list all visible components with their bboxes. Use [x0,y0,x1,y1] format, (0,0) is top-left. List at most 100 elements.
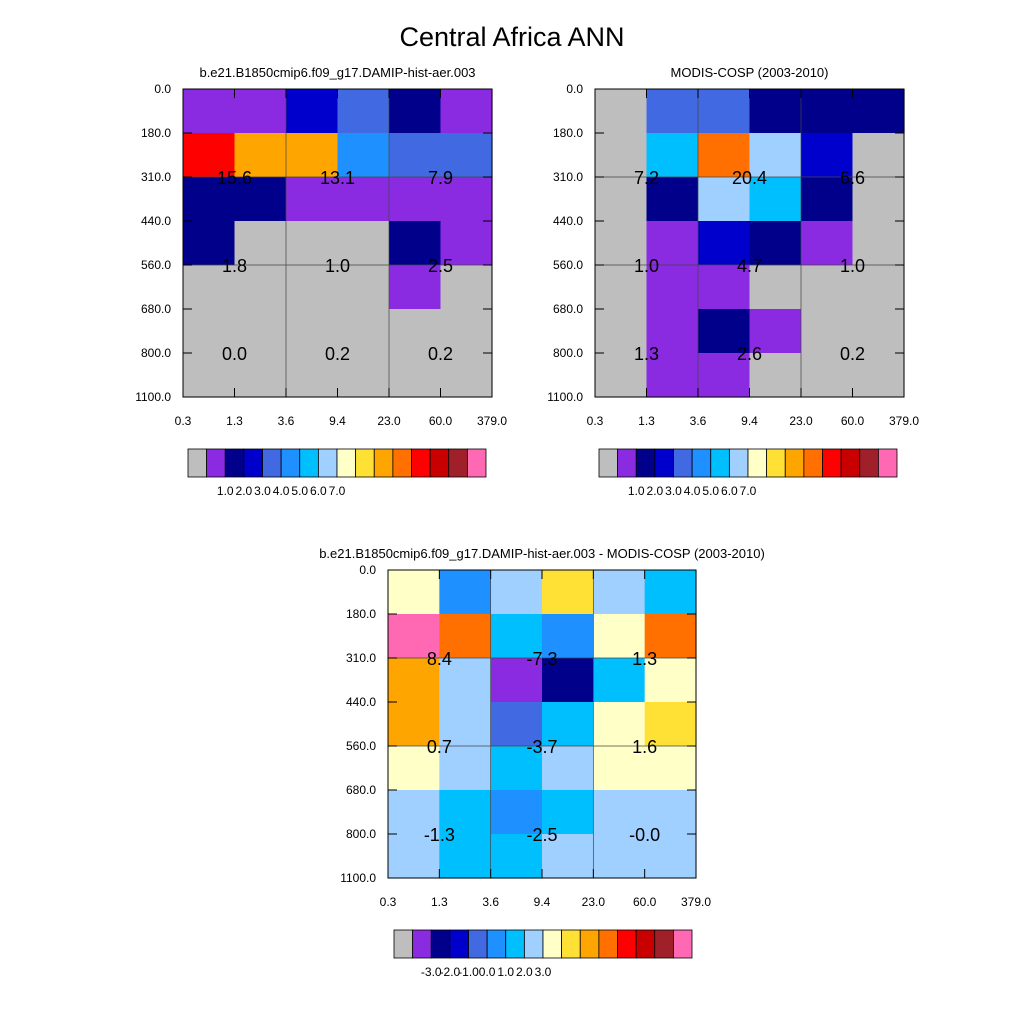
data-label: 1.0 [325,256,350,276]
x-tick-label: 9.4 [741,414,758,428]
colorbar-swatch [206,448,226,478]
heatmap-cell [490,702,543,747]
panel-title: b.e21.B1850cmip6.f09_g17.DAMIP-hist-aer.… [199,65,475,80]
x-tick-label: 1.3 [226,414,243,428]
colorbar-swatch [468,929,488,959]
heatmap-cell [646,221,699,266]
heatmap-cell [801,353,854,398]
heatmap-cell [644,614,697,659]
heatmap-cell [389,89,442,134]
x-tick-label: 379.0 [889,414,919,428]
heatmap-cell [490,658,543,703]
heatmap-cell [183,353,236,398]
heatmap-cell [183,221,236,266]
colorbar-swatch [672,929,693,959]
colorbar-label: 1.0 [628,484,645,498]
heatmap-cell [234,353,287,398]
heatmap-cell [593,834,646,879]
heatmap-cell [286,265,339,310]
heatmap-cell [490,834,543,879]
heatmap-cell [852,133,905,178]
heatmap-cell [644,746,697,791]
heatmap-cell [389,177,442,222]
x-tick-label: 3.6 [482,895,499,909]
y-tick-label: 440.0 [141,214,171,228]
data-label: 4.7 [737,256,762,276]
heatmap-cell [234,177,287,222]
colorbar-label: 6.0 [310,484,327,498]
heatmap-cell [595,177,648,222]
panel-title: MODIS-COSP (2003-2010) [671,65,829,80]
heatmap-cell [389,265,442,310]
colorbar-swatch [317,448,338,478]
heatmap-cell [234,265,287,310]
heatmap-cell [749,177,802,222]
x-tick-label: 23.0 [789,414,813,428]
data-label: 1.6 [632,737,657,757]
heatmap-cell [490,614,543,659]
colorbar-label: 0.0 [479,965,496,979]
heatmap-cell [337,133,390,178]
heatmap-cell [440,177,493,222]
colorbar-swatch [822,448,842,478]
heatmap-cell [595,353,648,398]
heatmap-cell [388,658,440,703]
colorbar-swatch [840,448,861,478]
heatmap-cell [439,658,492,703]
plots-group: b.e21.B1850cmip6.f09_g17.DAMIP-hist-aer.… [135,65,919,979]
heatmap-cell [593,790,646,835]
heatmap-cell [852,265,905,310]
heatmap-cell [490,790,543,835]
heatmap-cell [644,834,697,879]
heatmap-cell [852,353,905,398]
colorbar-swatch [673,448,693,478]
heatmap-cell [440,309,493,354]
colorbar-swatch [635,448,656,478]
heatmap-cell [388,790,440,835]
heatmap-cell [852,177,905,222]
heatmap-cell [698,177,751,222]
colorbar-swatch [466,448,487,478]
colorbar-swatch [505,929,525,959]
heatmap-cell [593,658,646,703]
colorbar-swatch [429,448,450,478]
heatmap-cell [389,133,442,178]
data-label: 7.2 [634,168,659,188]
heatmap-cell [286,353,339,398]
colorbar-label: 2.0 [516,965,533,979]
heatmap-cell [337,309,390,354]
heatmap-cell [337,221,390,266]
y-tick-label: 560.0 [553,258,583,272]
x-tick-label: 0.3 [175,414,192,428]
data-label: 1.8 [222,256,247,276]
heatmap-cell [801,133,854,178]
colorbar-swatch [262,448,282,478]
colorbar-swatch [523,929,544,959]
heatmap-cell [542,658,594,703]
y-tick-label: 180.0 [346,607,376,621]
heatmap-cell [337,265,390,310]
heatmap-cell [490,570,543,615]
colorbar-swatch [617,929,637,959]
colorbar-label: 3.0 [535,965,552,979]
heatmap-cell [439,614,492,659]
heatmap-cell [644,702,697,747]
colorbar-label: 5.0 [291,484,308,498]
data-label: 2.5 [428,256,453,276]
heatmap-cell [440,133,493,178]
x-tick-label: 60.0 [429,414,453,428]
colorbar-swatch [542,929,563,959]
x-tick-label: 60.0 [633,895,657,909]
x-tick-label: 0.3 [380,895,397,909]
x-tick-label: 3.6 [278,414,295,428]
colorbar-swatch [411,448,431,478]
colorbar-swatch [728,448,749,478]
heatmap-cell [595,265,648,310]
x-tick-label: 1.3 [431,895,448,909]
heatmap-cell [234,221,287,266]
colorbar-swatch [299,448,319,478]
heatmap-cell [286,177,339,222]
heatmap-cell [542,834,594,879]
heatmap-cell [234,309,287,354]
